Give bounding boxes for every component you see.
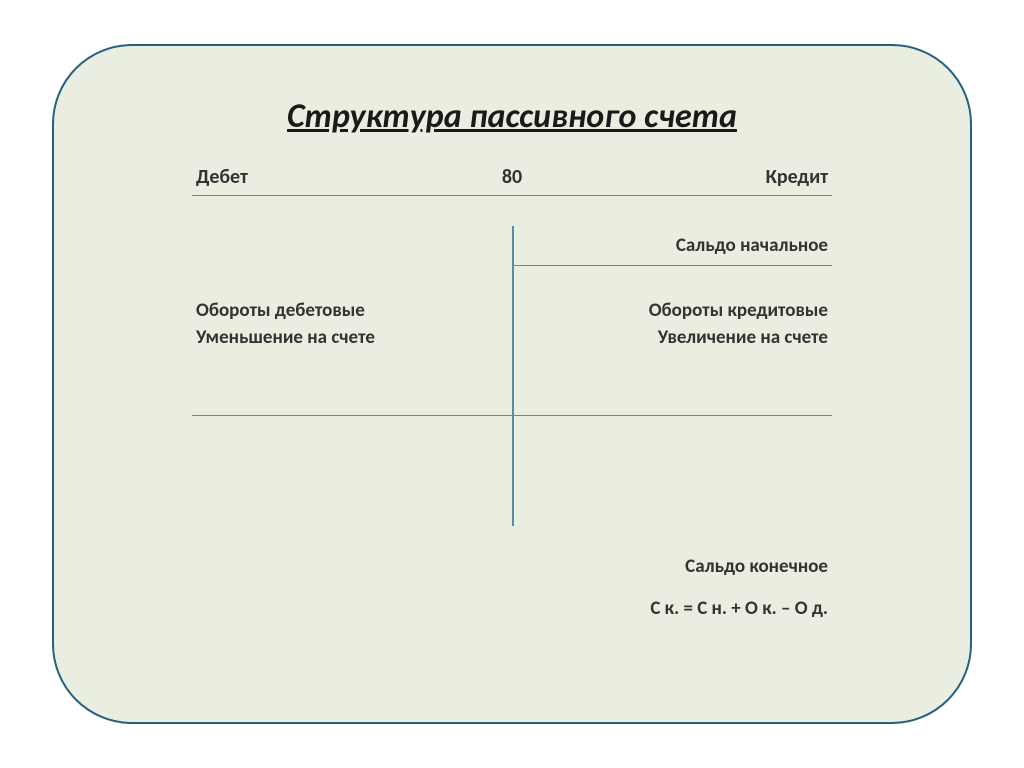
turnover-debit-line1: Обороты дебетовые [196,298,500,325]
saldo-start-left [192,226,512,266]
slide-title: Структура пассивного счета [144,96,880,137]
header-account-number: 80 [502,165,522,189]
t-account-vertical-line [512,226,514,526]
saldo-start-label: Сальдо начальное [512,226,832,266]
turnover-credit: Обороты кредитовые Увеличение на счете [512,290,832,359]
t-account: Дебет 80 Кредит Сальдо начальное Обороты… [192,165,832,630]
turnover-credit-line2: Увеличение на счете [524,325,828,352]
turnover-credit-line1: Обороты кредитовые [524,298,828,325]
header-credit: Кредит [512,165,828,189]
turnover-debit-line2: Уменьшение на счете [196,325,500,352]
formula: С к. = С н. + О к. – О д. [192,588,828,630]
bottom-block: Сальдо конечное С к. = С н. + О к. – О д… [192,546,832,630]
slide-card: Структура пассивного счета Дебет 80 Кред… [52,44,972,724]
t-account-body: Сальдо начальное Обороты дебетовые Умень… [192,226,832,526]
header-debit: Дебет [196,165,512,189]
turnover-debit: Обороты дебетовые Уменьшение на счете [192,290,512,359]
saldo-end-label: Сальдо конечное [192,546,828,588]
t-account-header: Дебет 80 Кредит [192,165,832,196]
